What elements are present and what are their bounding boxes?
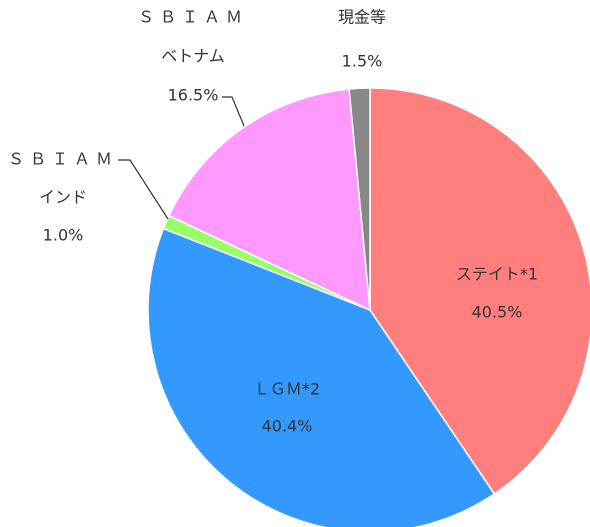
pie-slice [168, 88, 371, 312]
value-label: 16.5% [168, 86, 219, 105]
value-label: 40.4% [262, 417, 313, 436]
slice-label: ステイト*1 [456, 265, 538, 284]
leader-line [118, 159, 169, 220]
pie-slice [147, 227, 496, 527]
value-label: 40.5% [472, 303, 523, 322]
slice-label: インド [39, 188, 87, 207]
slice-label: ＳＢＩＡＭ [138, 8, 248, 27]
slice-label: ベトナム [161, 47, 225, 66]
pie-slice [348, 87, 371, 311]
slice-label: ＬＧＭ*2 [254, 380, 320, 399]
slice-label: 現金等 [338, 8, 386, 27]
value-label: 1.5% [342, 52, 383, 71]
slice-label: ＳＢＩＡＭ [8, 150, 118, 169]
value-label: 1.0% [43, 226, 84, 245]
leader-line [222, 96, 245, 127]
pie-slice [369, 87, 590, 495]
